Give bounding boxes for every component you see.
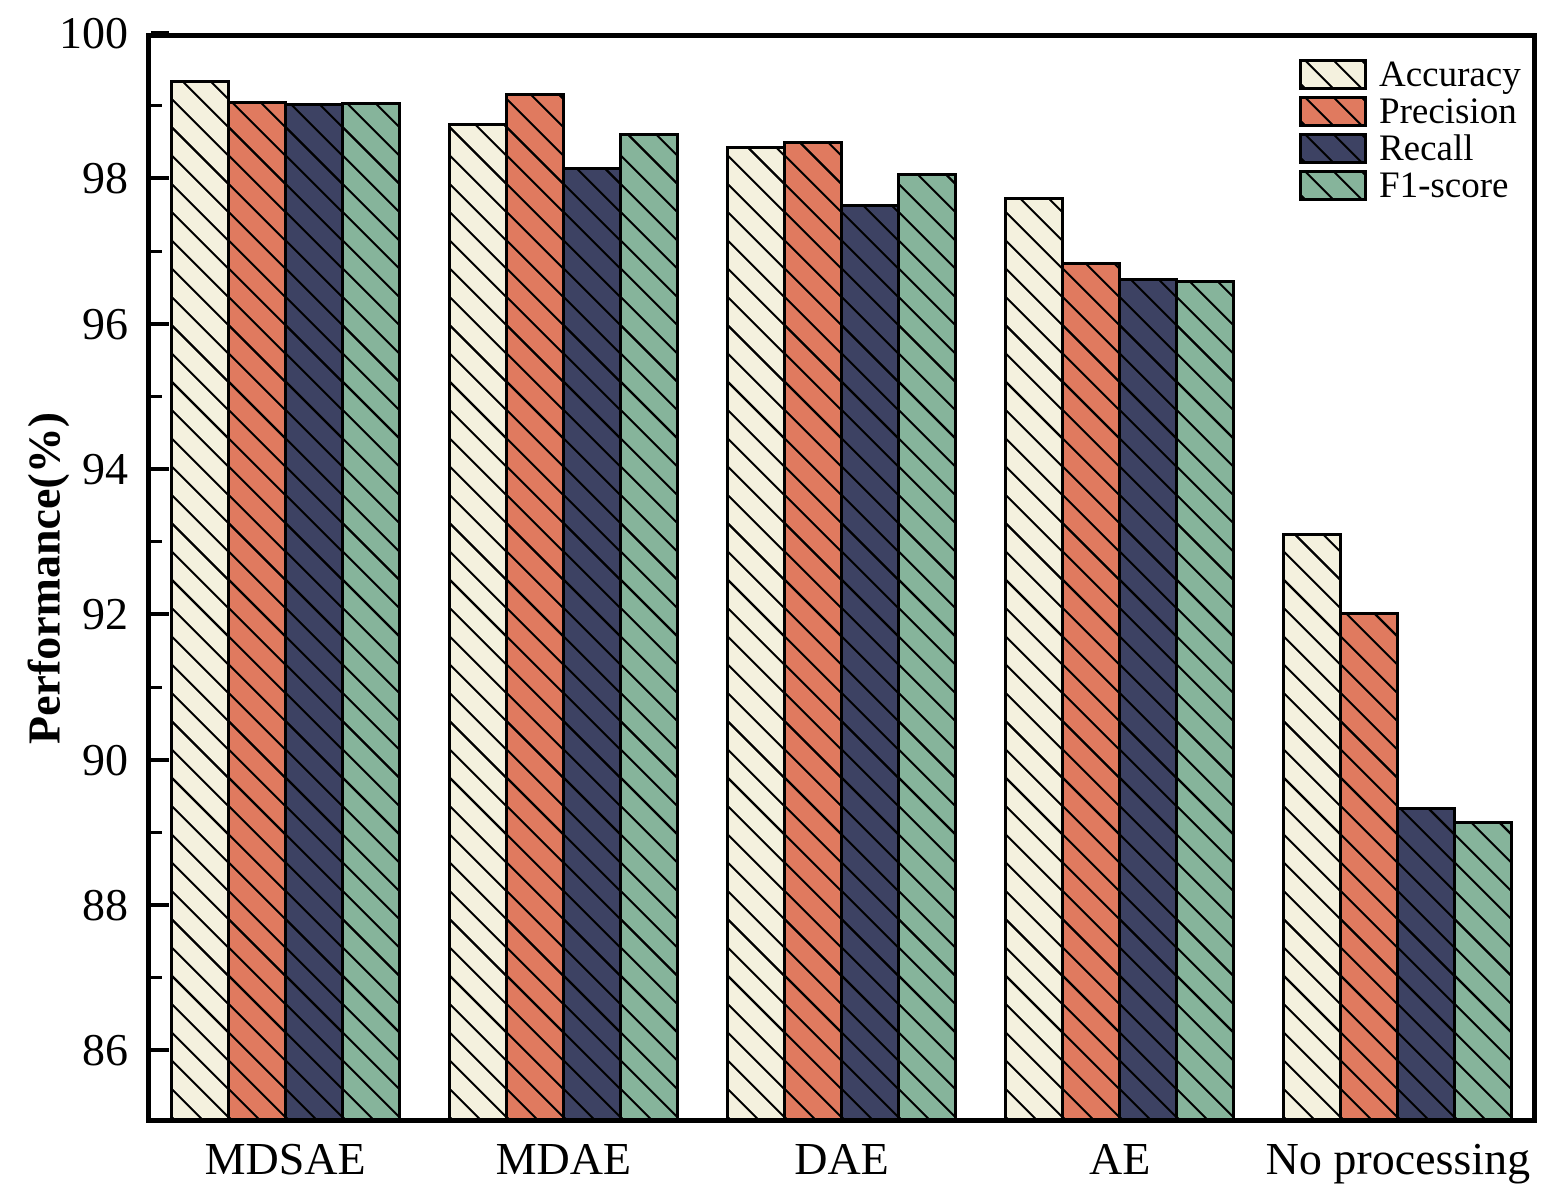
y-minor-tick xyxy=(151,249,162,253)
bar-f1-score-dae xyxy=(897,173,957,1123)
bar-recall-dae xyxy=(840,203,900,1123)
y-tick-label: 100 xyxy=(59,7,128,58)
bar-accuracy-mdae xyxy=(447,123,508,1123)
y-minor-tick xyxy=(151,104,162,108)
y-major-tick xyxy=(151,903,169,907)
bar-recall-ae xyxy=(1118,277,1179,1123)
y-minor-tick xyxy=(151,976,162,980)
bar-accuracy-dae xyxy=(726,145,786,1123)
legend-swatch-f1-score xyxy=(1299,170,1367,201)
bar-f1-score-ae xyxy=(1175,280,1236,1123)
y-axis-label: Performance(%) xyxy=(18,411,70,745)
bar-precision-no-processing xyxy=(1339,612,1400,1123)
y-major-tick xyxy=(151,757,169,762)
category-label-dae: DAE xyxy=(794,1133,889,1184)
bar-accuracy-mdsae xyxy=(169,80,230,1123)
y-tick-label: 90 xyxy=(82,733,128,785)
category-label-mdsae: MDSAE xyxy=(204,1133,366,1184)
bar-precision-dae xyxy=(783,141,843,1123)
y-tick-label: 98 xyxy=(82,152,128,204)
legend-swatch-precision xyxy=(1299,96,1367,127)
y-tick-label: 86 xyxy=(82,1024,128,1076)
y-minor-tick xyxy=(151,685,162,689)
y-major-tick xyxy=(151,321,169,326)
y-major-tick xyxy=(151,467,169,471)
bar-f1-score-mdae xyxy=(618,133,679,1123)
category-label-no-processing: No processing xyxy=(1265,1133,1531,1184)
bar-recall-mdae xyxy=(561,167,622,1123)
legend-label: Precision xyxy=(1379,91,1517,132)
bar-precision-mdae xyxy=(504,93,565,1123)
legend-swatch-accuracy xyxy=(1299,59,1367,90)
legend-label: F1-score xyxy=(1379,165,1509,206)
y-major-tick xyxy=(151,612,169,617)
bar-precision-ae xyxy=(1061,261,1122,1123)
category-label-ae: AE xyxy=(1089,1133,1151,1184)
legend-swatch-recall xyxy=(1299,133,1367,164)
y-tick-label: 92 xyxy=(82,588,128,640)
y-major-tick xyxy=(151,176,169,181)
y-tick-label: 88 xyxy=(82,879,128,930)
category-label-mdae: MDAE xyxy=(495,1133,632,1184)
bar-accuracy-no-processing xyxy=(1282,532,1343,1123)
bar-f1-score-mdsae xyxy=(340,102,401,1123)
bar-precision-mdsae xyxy=(226,101,287,1123)
bar-accuracy-ae xyxy=(1004,196,1065,1123)
y-tick-label: 94 xyxy=(82,443,128,494)
legend-label: Accuracy xyxy=(1379,54,1521,95)
legend-label: Recall xyxy=(1379,128,1474,169)
y-major-tick xyxy=(151,31,169,35)
y-minor-tick xyxy=(151,394,162,398)
y-minor-tick xyxy=(151,540,162,544)
y-tick-label: 96 xyxy=(82,297,128,349)
bar-f1-score-no-processing xyxy=(1453,821,1514,1123)
y-minor-tick xyxy=(151,830,162,834)
bar-recall-no-processing xyxy=(1396,806,1457,1123)
bar-recall-mdsae xyxy=(283,102,344,1123)
y-major-tick xyxy=(151,1048,169,1053)
